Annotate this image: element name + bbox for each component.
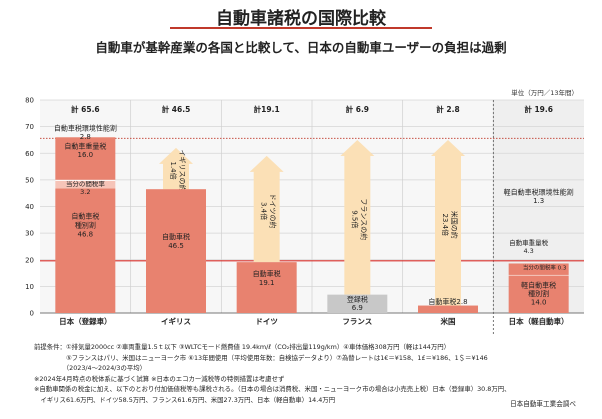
total-label: 計 19.6 — [524, 104, 553, 114]
japan-env-label: 自動車税環境性能割 — [54, 123, 117, 132]
bar-japan-weight-label: 16.0 — [78, 151, 94, 159]
kei-weight-label: 4.3 — [523, 247, 533, 255]
note-line: ※2024年4月時点の税体系に基づく試算 ※日本のエコカー減税等の特例措置は考慮… — [34, 374, 285, 383]
y-tick-label: 20 — [25, 256, 34, 264]
total-label: 計 65.6 — [71, 104, 100, 114]
ratio-arrow — [340, 139, 375, 295]
bar-japan-temp — [55, 179, 116, 189]
kei-env-label: 軽自動車税環境性能割 — [504, 188, 574, 197]
kei-env-label: 1.3 — [533, 197, 544, 205]
page-title: 自動車諸税の国際比較 — [216, 9, 386, 29]
bar-japan-temp-label: 当分の間税率 — [66, 179, 106, 188]
bar-fr-label: 6.9 — [352, 304, 363, 312]
bar-japan-base-label: 46.8 — [78, 230, 94, 238]
category-label: 米国 — [441, 316, 456, 326]
bar-fr-label: 登録税 — [347, 295, 368, 304]
total-label: 計19.1 — [254, 104, 280, 114]
bar-japan-weight-label: 自動車重量税 — [64, 141, 106, 150]
page-subtitle: 自動車が基幹産業の各国と比較して、日本の自動車ユーザーの負担は過剰 — [95, 40, 507, 55]
bar-japan-base — [55, 188, 116, 313]
unit-label: 単位（万円／13年間） — [511, 89, 578, 97]
y-tick-label: 50 — [25, 176, 34, 184]
bar-country — [418, 305, 478, 313]
y-tick-label: 60 — [25, 150, 34, 158]
note-line: イギリス61.6万円、ドイツ58.5万円、フランス61.6万円、米国27.3万円… — [34, 395, 336, 404]
japan-env-label: 2.8 — [80, 133, 91, 141]
ratio-label-text: イギリスの約 — [178, 150, 187, 192]
ratio-arrow — [431, 139, 465, 306]
total-label: 計 46.5 — [162, 104, 191, 114]
bar-kei-base — [508, 275, 569, 313]
bar-kei-weight — [508, 263, 569, 275]
total-label: 計 2.8 — [436, 104, 459, 114]
notes-block: 前提条件：①排気量2000cc ②車両重量1.5ｔ以下 ③WLTCモード燃費値 … — [34, 342, 594, 406]
bar-japan-divider — [55, 179, 116, 181]
ratio-label-value: 9.5倍 — [350, 210, 359, 228]
ratio-label-text: フランスの約 — [359, 198, 368, 240]
source-credit: 日本自動車工業会調べ — [510, 400, 576, 408]
note-line: 前提条件：①排気量2000cc ②車両重量1.5ｔ以下 ③WLTCモード燃費値 … — [34, 343, 451, 351]
y-tick-label: 40 — [25, 203, 34, 211]
bar-kei-base-label: 14.0 — [531, 299, 547, 307]
bar-japan-temp-label: 3.2 — [80, 188, 90, 196]
y-tick-label: 80 — [25, 97, 34, 105]
total-label: 計 6.9 — [346, 104, 369, 114]
category-label: 日本（登録車） — [59, 316, 112, 326]
title-underline — [170, 27, 432, 29]
note-line: ⑤フランスはパリ、米国はニューヨーク市 ⑥13年間使用（平均使用年数：自検協デー… — [34, 353, 488, 362]
bar-country — [236, 262, 297, 313]
bar-japan-weight — [55, 137, 116, 180]
y-tick-label: 10 — [25, 283, 34, 291]
ratio-label-value: 1.4倍 — [169, 161, 178, 179]
ratio-arrow — [249, 155, 284, 263]
bar-japan-base-label: 種別割 — [75, 220, 96, 229]
category-label: イギリス — [161, 316, 191, 326]
y-tick-label: 30 — [25, 230, 34, 238]
ratio-arrow — [159, 147, 193, 190]
ratio-label-value: 23.4倍 — [441, 213, 450, 236]
bar-uk-label: 自動車税 — [162, 232, 190, 241]
bar-kei-temp — [508, 274, 569, 276]
note-line: （2023/4～2024/3の平均） — [34, 364, 147, 373]
bar-us-label: 自動車税2.8 — [428, 297, 467, 306]
ratio-label-value: 3.4倍 — [260, 202, 269, 220]
ratio-label-text: 米国の約 — [450, 211, 459, 239]
bar-kei-temp-label: 当分の間税率 0.3 — [523, 263, 567, 271]
bar-japan-base-label: 自動車税 — [71, 211, 99, 220]
bar-kei-base-label: 軽自動車税 — [521, 281, 556, 290]
bar-country — [146, 189, 206, 313]
category-label: フランス — [342, 317, 372, 326]
bar-de-label: 自動車税 — [253, 269, 281, 278]
category-label: 日本（軽自動車） — [509, 316, 569, 326]
note-line: ※自動車関係の税金に加え、以下のとおり付加価値税等も課税される。（日本の場合は消… — [34, 385, 511, 394]
bar-de-label: 19.1 — [259, 279, 275, 287]
bar-kei-base-label: 種別割 — [528, 289, 549, 298]
kei-weight-label: 自動車重量税 — [509, 238, 549, 247]
category-label: ドイツ — [255, 317, 278, 326]
y-tick-label: 70 — [25, 123, 34, 131]
y-tick-label: 0 — [30, 310, 34, 318]
bar-country — [327, 294, 388, 313]
ratio-label-text: ドイツの約 — [269, 194, 278, 229]
bar-uk-label: 46.5 — [168, 242, 184, 250]
